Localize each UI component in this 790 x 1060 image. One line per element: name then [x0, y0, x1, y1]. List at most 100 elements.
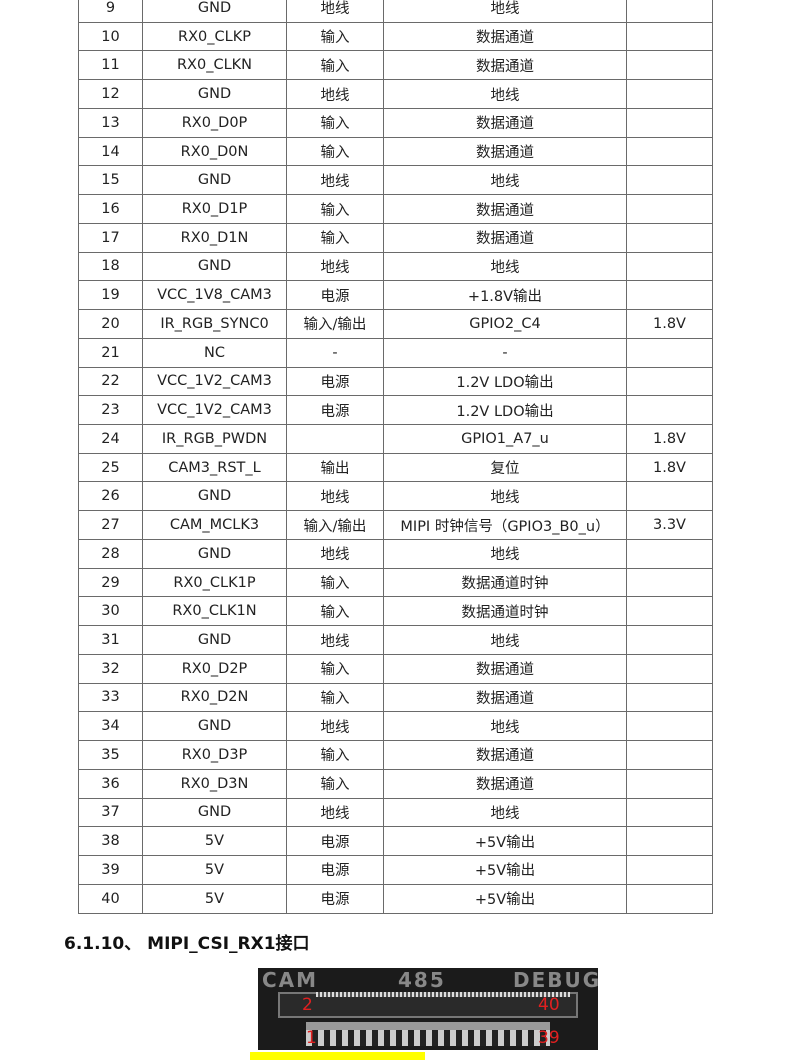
voltage-cell — [626, 251, 713, 282]
pin-number-cell: 19 — [78, 280, 143, 311]
pin-number-cell: 12 — [78, 79, 143, 109]
pin-number-cell: 14 — [78, 136, 143, 167]
description-cell: +5V输出 — [383, 826, 627, 857]
signal-name-cell: GND — [142, 79, 287, 109]
signal-name-cell: GND — [142, 797, 287, 828]
pin-number-cell: 22 — [78, 366, 143, 397]
signal-name-cell: IR_RGB_PWDN — [142, 424, 287, 454]
table-row: 11 RX0_CLKN 输入 数据通道 — [78, 50, 713, 81]
voltage-cell — [626, 625, 713, 655]
description-cell: 数据通道时钟 — [383, 567, 627, 598]
voltage-cell — [626, 337, 713, 368]
table-row: 32 RX0_D2P 输入 数据通道 — [78, 653, 713, 684]
voltage-cell — [626, 222, 713, 253]
pin-number-cell: 37 — [78, 797, 143, 828]
signal-name-cell: 5V — [142, 883, 287, 914]
voltage-cell: 1.8V — [626, 424, 713, 454]
description-cell: 复位 — [383, 452, 627, 483]
description-cell: 数据通道时钟 — [383, 596, 627, 627]
voltage-cell — [626, 21, 713, 52]
table-row: 22 VCC_1V2_CAM3 电源 1.2V LDO输出 — [78, 366, 713, 397]
signal-name-cell: VCC_1V8_CAM3 — [142, 280, 287, 311]
signal-name-cell: CAM3_RST_L — [142, 452, 287, 483]
signal-type-cell: 输入 — [286, 21, 384, 52]
connector-photo: CAM 485 DEBUG 2 40 1 39 — [258, 968, 598, 1050]
connector-pins-top — [316, 992, 570, 997]
table-row: 17 RX0_D1N 输入 数据通道 — [78, 222, 713, 253]
voltage-cell — [626, 0, 713, 23]
table-row: 33 RX0_D2N 输入 数据通道 — [78, 682, 713, 713]
description-cell: GPIO1_A7_u — [383, 424, 627, 454]
signal-name-cell: GND — [142, 711, 287, 742]
signal-type-cell: 电源 — [286, 395, 384, 426]
signal-type-cell: 地线 — [286, 251, 384, 282]
table-row: 10 RX0_CLKP 输入 数据通道 — [78, 21, 713, 52]
voltage-cell — [626, 79, 713, 109]
signal-name-cell: RX0_D2N — [142, 682, 287, 713]
voltage-cell — [626, 280, 713, 311]
signal-name-cell: IR_RGB_SYNC0 — [142, 309, 287, 339]
signal-type-cell: 输入 — [286, 136, 384, 167]
signal-name-cell: CAM_MCLK3 — [142, 510, 287, 540]
voltage-cell — [626, 883, 713, 914]
voltage-cell — [626, 481, 713, 512]
connector-pins-bottom — [306, 1030, 550, 1046]
signal-type-cell: 输入 — [286, 222, 384, 253]
silkscreen-485: 485 — [398, 968, 446, 992]
pin-number-cell: 40 — [78, 883, 143, 914]
pin-label-2: 2 — [302, 995, 313, 1015]
voltage-cell — [626, 740, 713, 770]
signal-name-cell: 5V — [142, 855, 287, 885]
description-cell: 地线 — [383, 251, 627, 282]
description-cell: 1.2V LDO输出 — [383, 395, 627, 426]
signal-type-cell — [286, 424, 384, 454]
signal-type-cell: 输入 — [286, 653, 384, 684]
silkscreen-debug: DEBUG — [513, 968, 598, 992]
pin-number-cell: 30 — [78, 596, 143, 627]
signal-type-cell: 电源 — [286, 883, 384, 914]
description-cell: 地线 — [383, 481, 627, 512]
description-cell: 数据通道 — [383, 653, 627, 684]
pin-number-cell: 34 — [78, 711, 143, 742]
description-cell: 地线 — [383, 625, 627, 655]
pin-number-cell: 9 — [78, 0, 143, 23]
table-row: 39 5V 电源 +5V输出 — [78, 855, 713, 885]
table-row: 30 RX0_CLK1N 输入 数据通道时钟 — [78, 596, 713, 627]
voltage-cell — [626, 682, 713, 713]
description-cell: +1.8V输出 — [383, 280, 627, 311]
connector-latch — [306, 1022, 550, 1030]
pin-number-cell: 21 — [78, 337, 143, 368]
signal-type-cell: 输入 — [286, 740, 384, 770]
signal-name-cell: GND — [142, 625, 287, 655]
pin-number-cell: 33 — [78, 682, 143, 713]
signal-name-cell: RX0_D3P — [142, 740, 287, 770]
description-cell: 1.2V LDO输出 — [383, 366, 627, 397]
table-row: 38 5V 电源 +5V输出 — [78, 826, 713, 857]
pin-number-cell: 26 — [78, 481, 143, 512]
signal-type-cell: 输出 — [286, 452, 384, 483]
table-row: 36 RX0_D3N 输入 数据通道 — [78, 768, 713, 799]
description-cell: +5V输出 — [383, 883, 627, 914]
signal-name-cell: RX0_CLKP — [142, 21, 287, 52]
voltage-cell: 3.3V — [626, 510, 713, 540]
voltage-cell — [626, 596, 713, 627]
signal-type-cell: 输入/输出 — [286, 510, 384, 540]
signal-type-cell: 地线 — [286, 625, 384, 655]
table-row: 28 GND 地线 地线 — [78, 538, 713, 569]
description-cell: 数据通道 — [383, 107, 627, 138]
signal-type-cell: 地线 — [286, 165, 384, 196]
pin-number-cell: 27 — [78, 510, 143, 540]
table-row: 35 RX0_D3P 输入 数据通道 — [78, 740, 713, 770]
highlight-bar — [250, 1052, 425, 1060]
pin-label-1: 1 — [306, 1028, 317, 1048]
signal-type-cell: 输入 — [286, 768, 384, 799]
signal-name-cell: GND — [142, 538, 287, 569]
pin-number-cell: 18 — [78, 251, 143, 282]
signal-name-cell: RX0_CLK1N — [142, 596, 287, 627]
table-row: 15 GND 地线 地线 — [78, 165, 713, 196]
signal-type-cell: 输入 — [286, 682, 384, 713]
pin-label-40: 40 — [538, 995, 560, 1015]
signal-name-cell: VCC_1V2_CAM3 — [142, 366, 287, 397]
table-row: 26 GND 地线 地线 — [78, 481, 713, 512]
pin-number-cell: 13 — [78, 107, 143, 138]
